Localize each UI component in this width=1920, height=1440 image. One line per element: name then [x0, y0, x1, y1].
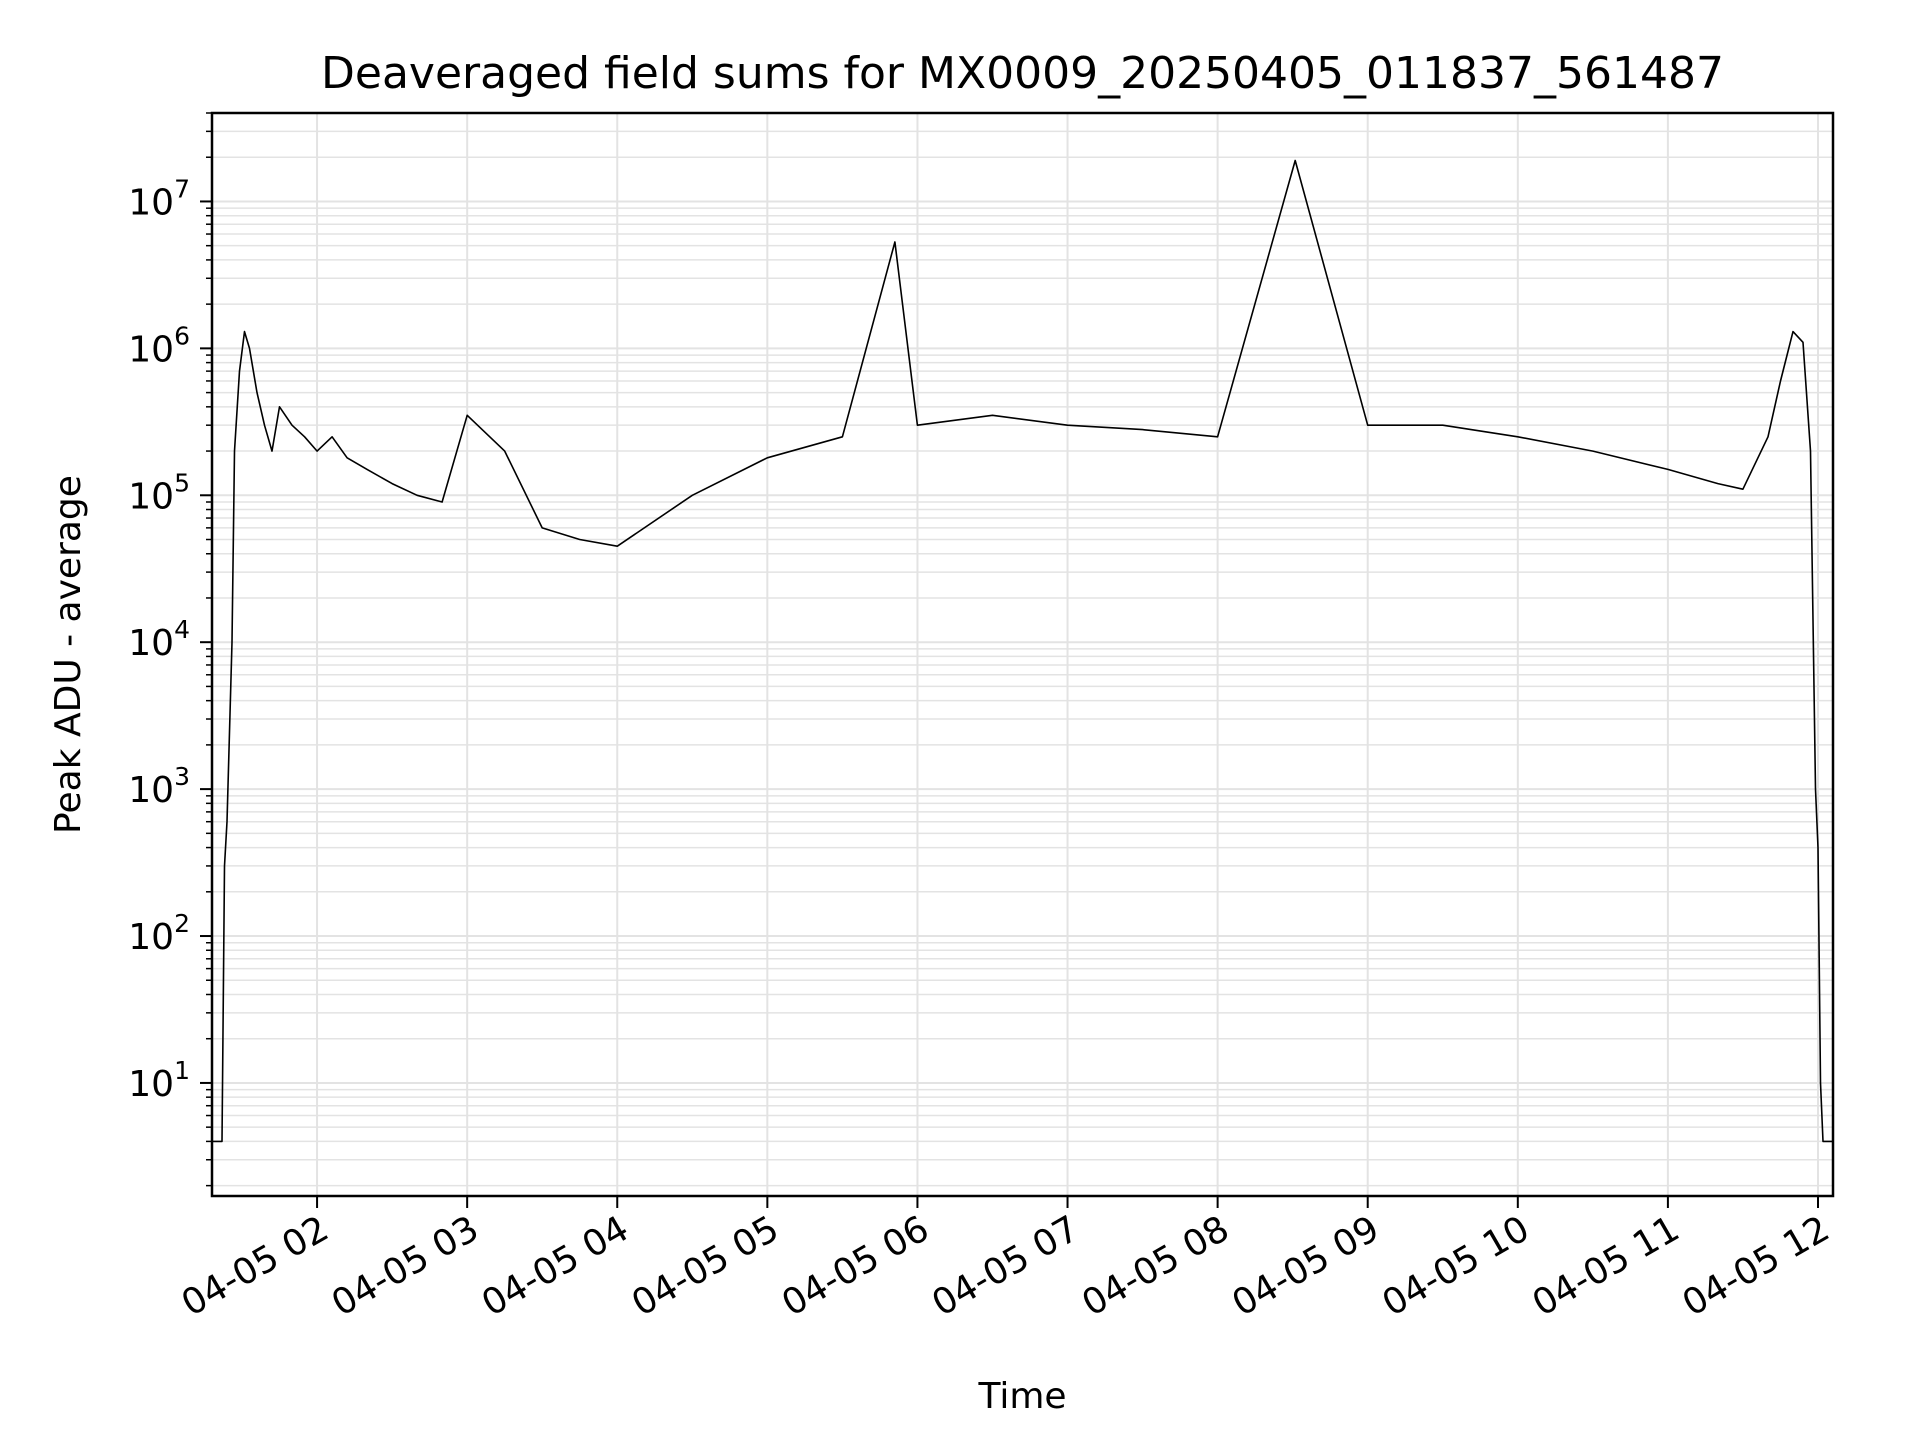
x-axis-label: Time [977, 1376, 1066, 1417]
y-tick-label: 102 [128, 909, 190, 958]
y-tick-label: 106 [128, 321, 190, 370]
y-tick-label: 103 [128, 762, 190, 811]
data-line-layer [212, 159, 1833, 1143]
series-line [212, 159, 1833, 1143]
y-tick-label: 101 [128, 1056, 190, 1105]
y-tick-label: 105 [128, 468, 190, 517]
chart-title: Deaveraged field sums for MX0009_2025040… [321, 48, 1724, 99]
y-tick-label: 107 [128, 174, 190, 223]
y-axis-label: Peak ADU - average [48, 475, 89, 834]
y-tick-label: 104 [128, 615, 190, 664]
grid [212, 112, 1833, 1196]
plot-frame [210, 111, 1835, 1198]
